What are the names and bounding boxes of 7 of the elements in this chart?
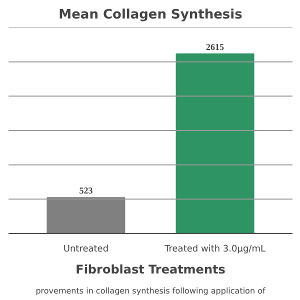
chart-title: Mean Collagen Synthesis xyxy=(58,8,243,22)
text: provements in collagen synthesis following application of xyxy=(36,286,266,296)
x-tick-label: Untreated xyxy=(63,244,109,254)
x-axis-title: Fibroblast Treatments xyxy=(76,262,226,276)
data-label: 2615 xyxy=(206,42,225,52)
x-tick-label: Treated with 3.0µg/mL xyxy=(164,244,266,254)
data-label: 523 xyxy=(79,186,94,196)
